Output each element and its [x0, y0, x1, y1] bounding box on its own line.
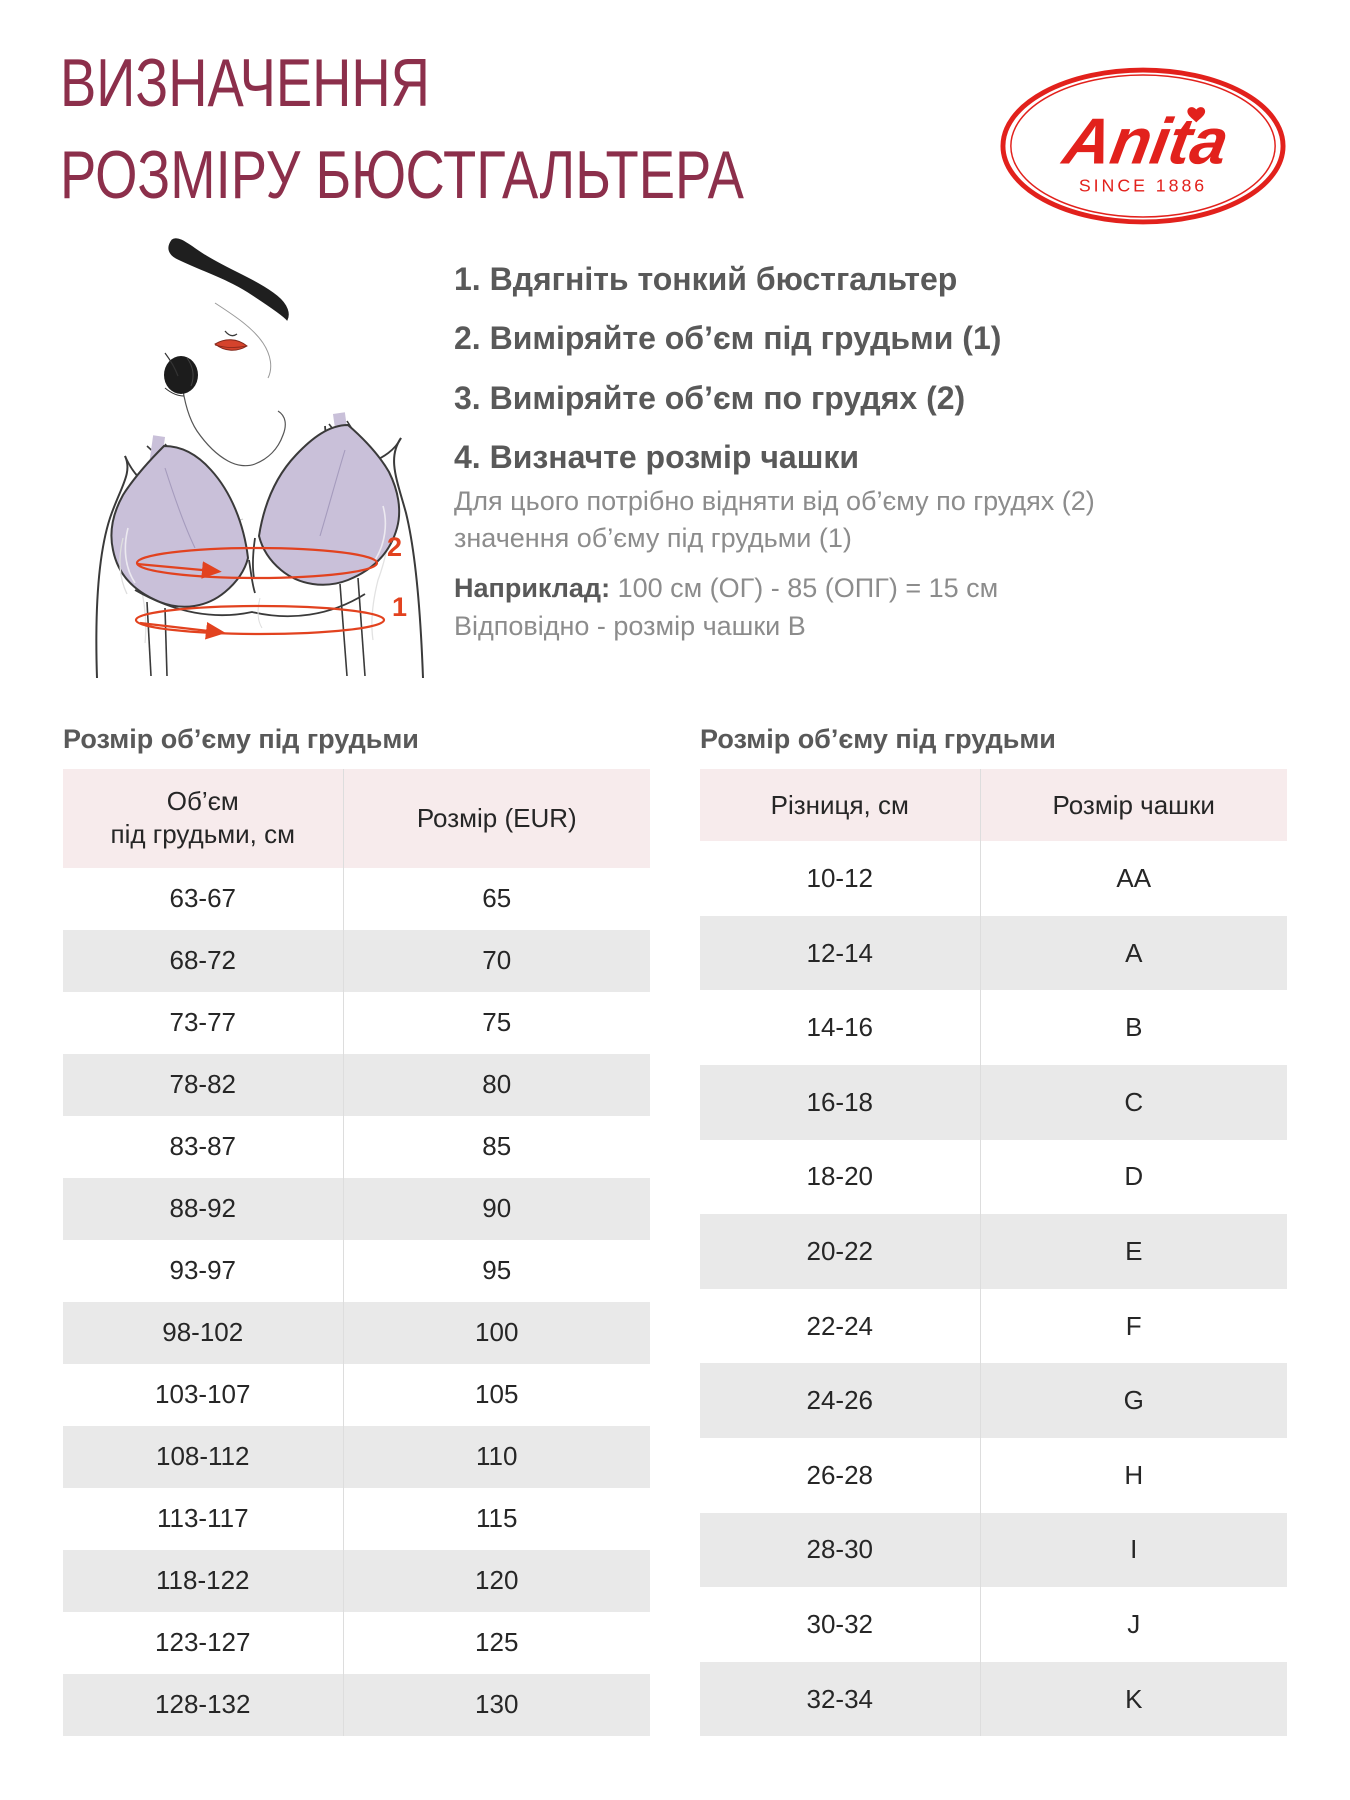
svg-text:2: 2 [387, 532, 402, 562]
svg-text:1: 1 [392, 592, 407, 622]
svg-text:SINCE 1886: SINCE 1886 [1079, 175, 1207, 195]
svg-text:Anita: Anita [1057, 105, 1234, 177]
